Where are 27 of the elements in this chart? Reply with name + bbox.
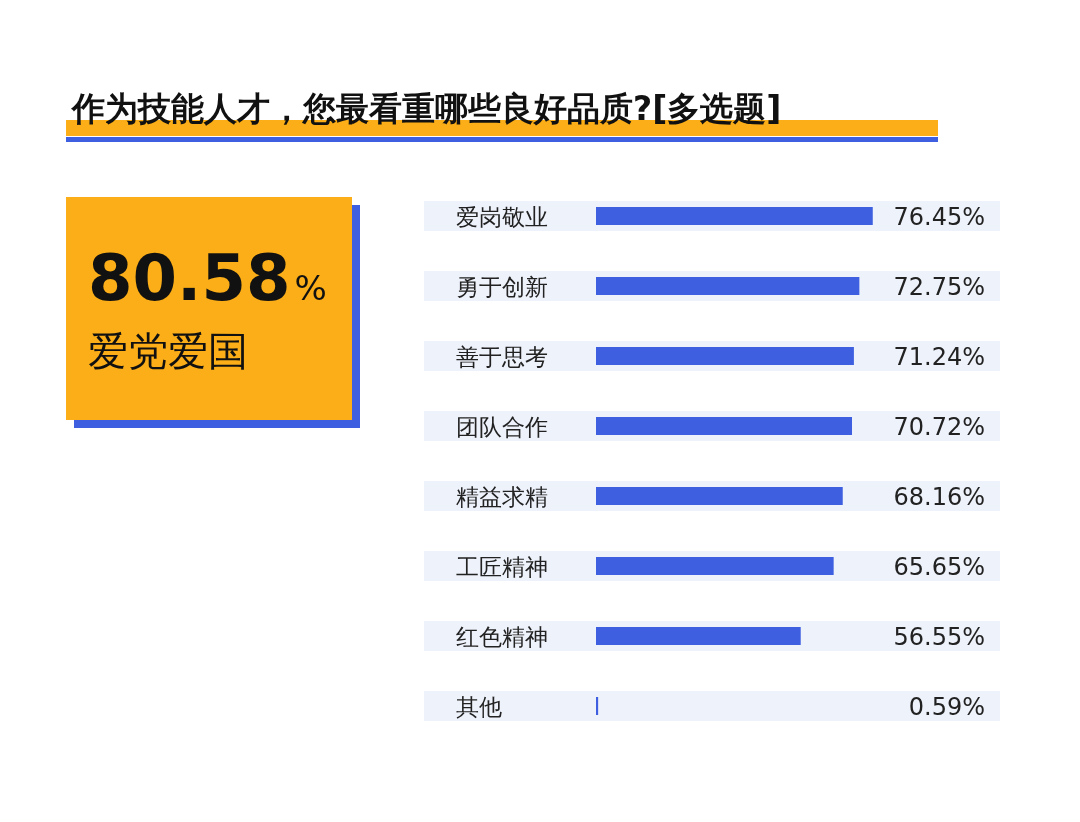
- data-label: 56.55%: [893, 623, 985, 651]
- y-tick-label: 勇于创新: [456, 274, 548, 300]
- bar: [596, 697, 599, 715]
- data-label: 68.16%: [893, 483, 985, 511]
- bar: [596, 277, 860, 295]
- y-tick-label: 爱岗敬业: [456, 204, 548, 230]
- y-tick-label: 精益求精: [456, 484, 548, 510]
- data-label: 70.72%: [893, 413, 985, 441]
- y-tick-label: 善于思考: [456, 344, 548, 370]
- text: 80.58%: [88, 241, 327, 315]
- bar: [596, 417, 853, 435]
- bar: [596, 487, 843, 505]
- data-label: 76.45%: [893, 203, 985, 231]
- data-label: 71.24%: [893, 343, 985, 371]
- data-label: 65.65%: [893, 553, 985, 581]
- y-tick-label: 团队合作: [456, 414, 548, 440]
- chart-title: 作为技能人才，您最看重哪些良好品质?[多选题]: [70, 89, 782, 128]
- bar: [596, 627, 801, 645]
- data-label: 0.59%: [908, 693, 985, 721]
- data-label: 72.75%: [893, 273, 985, 301]
- y-tick-label: 工匠精神: [456, 554, 548, 580]
- y-tick-label: 其他: [456, 694, 502, 720]
- y-tick-label: 红色精神: [456, 624, 548, 650]
- bar: [596, 557, 834, 575]
- category-label: 爱党爱国: [88, 328, 248, 374]
- bar: [596, 347, 854, 365]
- bar: [596, 207, 873, 225]
